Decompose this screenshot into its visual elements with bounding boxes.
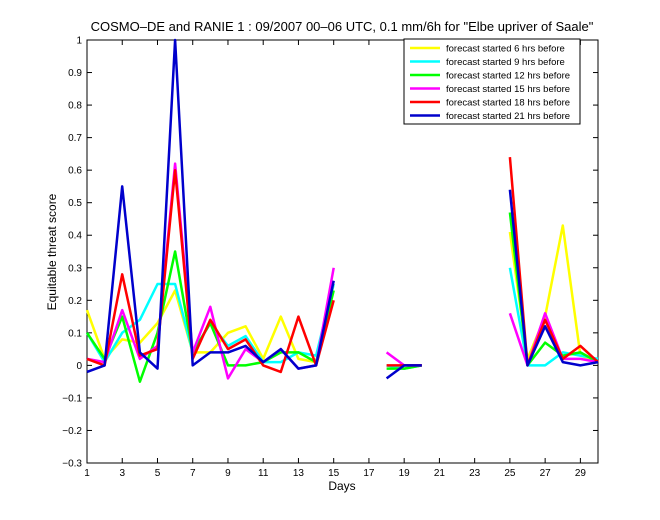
x-axis: 1 3 5 7 9 11 13 15 17 19 21 23 25 27 29 <box>84 40 586 479</box>
y-axis: −0.3 −0.2 −0.1 0 0.1 0.2 0.3 0.4 0.5 0.6 0.7 0.8 0.9… <box>62 36 598 470</box>
legend-label: forecast started 12 hrs before <box>446 71 570 82</box>
series-line <box>508 312 599 367</box>
y-tick-label: 0.7 <box>68 133 82 144</box>
series-line <box>86 168 335 374</box>
series-lines <box>85 38 599 383</box>
legend-box <box>403 38 581 125</box>
y-tick-label: −0.2 <box>62 426 82 437</box>
x-tick-label: 19 <box>399 468 411 479</box>
legend-label: forecast started 15 hrs before <box>446 84 570 95</box>
series-line <box>85 250 335 383</box>
x-tick-label: 5 <box>155 468 161 479</box>
x-tick-label: 29 <box>575 468 587 479</box>
legend-label: forecast started 6 hrs before <box>446 44 565 55</box>
x-tick-label: 27 <box>540 468 552 479</box>
series-line <box>86 38 335 374</box>
x-tick-label: 3 <box>119 468 125 479</box>
x-tick-label: 13 <box>293 468 305 479</box>
y-tick-label: 0.1 <box>68 328 82 339</box>
x-tick-label: 15 <box>328 468 340 479</box>
y-tick-label: −0.1 <box>62 393 82 404</box>
legend: forecast started 6 hrs before forecast st… <box>403 38 581 125</box>
x-tick-label: 1 <box>84 468 90 479</box>
x-tick-label: 23 <box>469 468 481 479</box>
y-tick-label: −0.3 <box>62 459 82 470</box>
x-tick-label: 7 <box>190 468 196 479</box>
y-tick-label: 0 <box>76 361 82 372</box>
x-tick-label: 9 <box>225 468 231 479</box>
chart-title: COSMO–DE and RANIE 1 : 09/2007 00–06 UTC… <box>91 19 594 34</box>
legend-label: forecast started 18 hrs before <box>446 98 570 109</box>
y-tick-label: 0.6 <box>68 166 82 177</box>
x-tick-label: 17 <box>363 468 375 479</box>
legend-label: forecast started 21 hrs before <box>446 111 570 122</box>
y-tick-label: 0.3 <box>68 263 82 274</box>
y-tick-label: 0.4 <box>68 231 82 242</box>
series-line <box>508 189 599 367</box>
legend-label: forecast started 9 hrs before <box>446 57 565 68</box>
y-tick-label: 0.8 <box>68 101 82 112</box>
x-tick-label: 25 <box>504 468 516 479</box>
x-tick-label: 21 <box>434 468 446 479</box>
x-axis-label: Days <box>328 479 355 493</box>
series-line <box>385 364 422 380</box>
x-tick-label: 11 <box>258 468 269 479</box>
y-tick-label: 1 <box>76 36 82 47</box>
y-axis-label: Equitable threat score <box>45 193 59 310</box>
y-tick-label: 0.9 <box>68 68 82 79</box>
y-tick-label: 0.2 <box>68 296 82 307</box>
y-tick-label: 0.5 <box>68 198 82 209</box>
